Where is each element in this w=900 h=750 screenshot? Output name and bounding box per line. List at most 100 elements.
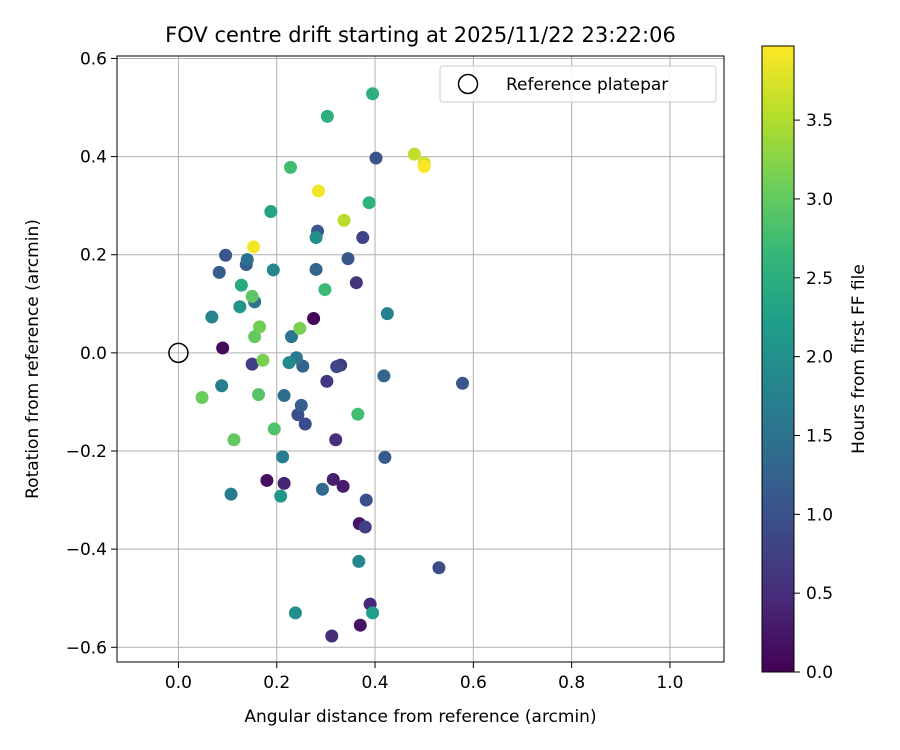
- data-point: [377, 369, 391, 383]
- colorbar-tick-label: 3.0: [806, 190, 833, 210]
- data-point: [417, 159, 431, 173]
- legend: Reference platepar: [439, 65, 717, 103]
- y-tick-label: 0.0: [80, 344, 107, 364]
- data-point: [320, 109, 334, 123]
- data-point: [298, 417, 312, 431]
- colorbar-tick-label: 2.5: [806, 269, 833, 289]
- x-tick-label: 0.6: [460, 673, 487, 693]
- data-point: [266, 263, 280, 277]
- data-point: [293, 321, 307, 335]
- data-point: [366, 606, 380, 620]
- data-point: [276, 450, 290, 464]
- data-point: [349, 276, 363, 290]
- y-tick-label: −0.2: [66, 442, 107, 462]
- data-point: [309, 262, 323, 276]
- data-point: [315, 482, 329, 496]
- data-point: [432, 561, 446, 575]
- chart-title: FOV centre drift starting at 2025/11/22 …: [165, 23, 676, 47]
- data-point: [264, 205, 278, 219]
- data-point: [212, 265, 226, 279]
- data-point: [205, 310, 219, 324]
- y-tick-label: 0.6: [80, 49, 107, 69]
- x-axis-label: Angular distance from reference (arcmin): [244, 707, 596, 727]
- data-point: [356, 231, 370, 245]
- x-axis-ticks: 0.0 0.2 0.4 0.6 0.8 1.0: [165, 662, 683, 693]
- data-point: [407, 147, 421, 161]
- data-point: [329, 433, 343, 447]
- data-point: [252, 388, 266, 402]
- y-tick-label: 0.2: [80, 246, 107, 266]
- data-point: [336, 479, 350, 493]
- data-point: [352, 554, 366, 568]
- data-point: [362, 196, 376, 210]
- data-point: [253, 320, 267, 334]
- legend-box: [439, 65, 717, 103]
- data-point: [456, 376, 470, 390]
- data-point: [341, 252, 355, 266]
- colorbar-tick-label: 0.5: [806, 584, 833, 604]
- legend-marker-icon: [457, 73, 479, 95]
- data-point: [277, 476, 291, 490]
- colorbar: [761, 45, 795, 673]
- data-point: [288, 606, 302, 620]
- data-point: [337, 213, 351, 227]
- data-point: [351, 407, 365, 421]
- data-point: [282, 356, 296, 370]
- data-point: [330, 360, 344, 374]
- legend-label: Reference platepar: [506, 75, 668, 95]
- data-points: [195, 87, 470, 643]
- plot-frame: [116, 55, 725, 663]
- colorbar-tick-label: 1.5: [806, 426, 833, 446]
- data-point: [227, 433, 241, 447]
- y-tick-label: 0.4: [80, 148, 107, 168]
- colorbar-label: Hours from first FF file: [849, 264, 869, 454]
- data-point: [234, 278, 248, 292]
- x-tick-label: 0.8: [558, 673, 585, 693]
- colorbar-tick-label: 2.0: [806, 348, 833, 368]
- grid-lines: [117, 56, 724, 662]
- y-tick-label: −0.4: [66, 540, 107, 560]
- y-axis-ticks: −0.6 −0.4 −0.2 0.0 0.2 0.4 0.6: [66, 49, 117, 658]
- data-point: [267, 422, 281, 436]
- data-point: [245, 357, 259, 371]
- data-point: [216, 341, 230, 355]
- data-point: [224, 487, 238, 501]
- data-point: [318, 283, 332, 297]
- data-point: [215, 379, 229, 393]
- data-point: [247, 240, 261, 254]
- data-point: [248, 330, 262, 344]
- data-point: [309, 231, 323, 245]
- data-point: [359, 493, 373, 507]
- x-tick-label: 1.0: [656, 673, 683, 693]
- data-point: [369, 151, 383, 165]
- data-point: [277, 389, 291, 403]
- data-point: [240, 253, 254, 267]
- data-point: [219, 248, 233, 262]
- data-point: [353, 618, 367, 632]
- data-point: [380, 307, 394, 321]
- data-point: [320, 374, 334, 388]
- reference-point-marker: [168, 342, 189, 364]
- data-point: [233, 300, 247, 314]
- data-point: [245, 289, 259, 303]
- colorbar-tick-label: 3.5: [806, 111, 833, 131]
- data-point: [195, 391, 209, 405]
- x-tick-label: 0.4: [362, 673, 389, 693]
- data-point: [358, 520, 372, 534]
- y-axis-label: Rotation from reference (arcmin): [23, 219, 43, 499]
- data-point: [378, 450, 392, 464]
- data-point: [284, 330, 298, 344]
- data-point: [294, 398, 308, 412]
- data-point: [256, 353, 270, 367]
- colorbar-ticks: 0.0 0.5 1.0 1.5 2.0 2.5 3.0 3.5: [794, 111, 833, 683]
- y-tick-label: −0.6: [66, 638, 107, 658]
- colorbar-tick-label: 1.0: [806, 505, 833, 525]
- data-point: [325, 629, 339, 643]
- data-point: [366, 87, 380, 101]
- data-point: [274, 489, 288, 503]
- data-point: [260, 473, 274, 487]
- x-tick-label: 0.0: [165, 673, 192, 693]
- data-point: [326, 472, 340, 486]
- colorbar-tick-label: 0.0: [806, 663, 833, 683]
- x-tick-label: 0.2: [263, 673, 290, 693]
